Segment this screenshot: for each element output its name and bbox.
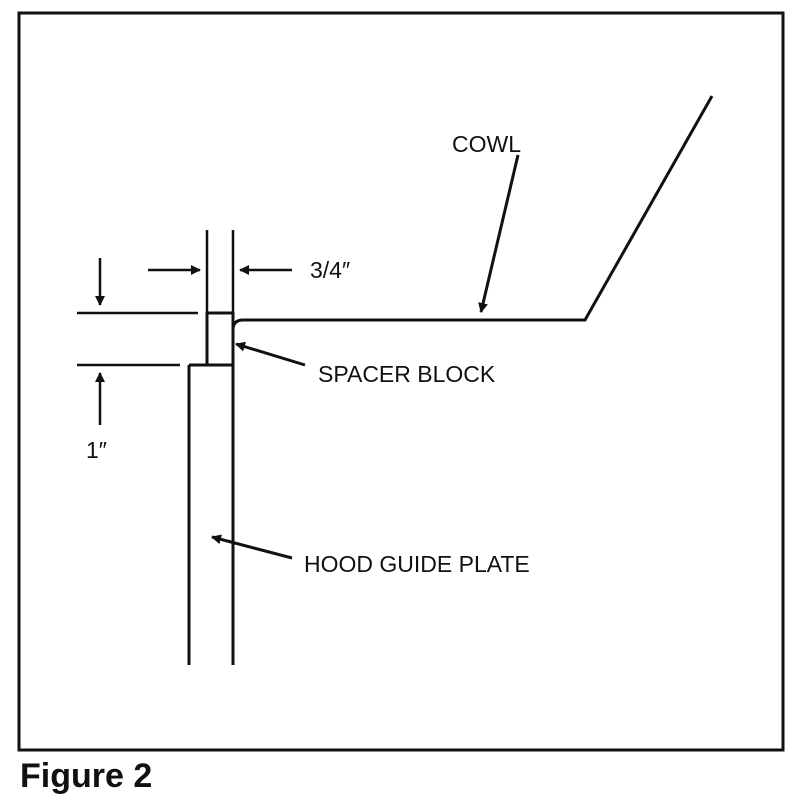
figure-caption: Figure 2 [20, 757, 152, 795]
hood-guide-plate-label: HOOD GUIDE PLATE [304, 551, 530, 577]
spacer-block-label: SPACER BLOCK [318, 361, 496, 387]
cowl-leader-arrow [478, 154, 520, 313]
height-dimension-label: 1″ [86, 437, 107, 463]
width-dimension-label: 3/4″ [310, 257, 350, 283]
spacer-block [205, 311, 235, 365]
hood-guide-plate-leader-arrow [211, 534, 293, 560]
diagram-frame [17, 11, 785, 752]
cowl-label: COWL [452, 131, 521, 157]
spacer-block-leader-arrow [235, 341, 306, 367]
